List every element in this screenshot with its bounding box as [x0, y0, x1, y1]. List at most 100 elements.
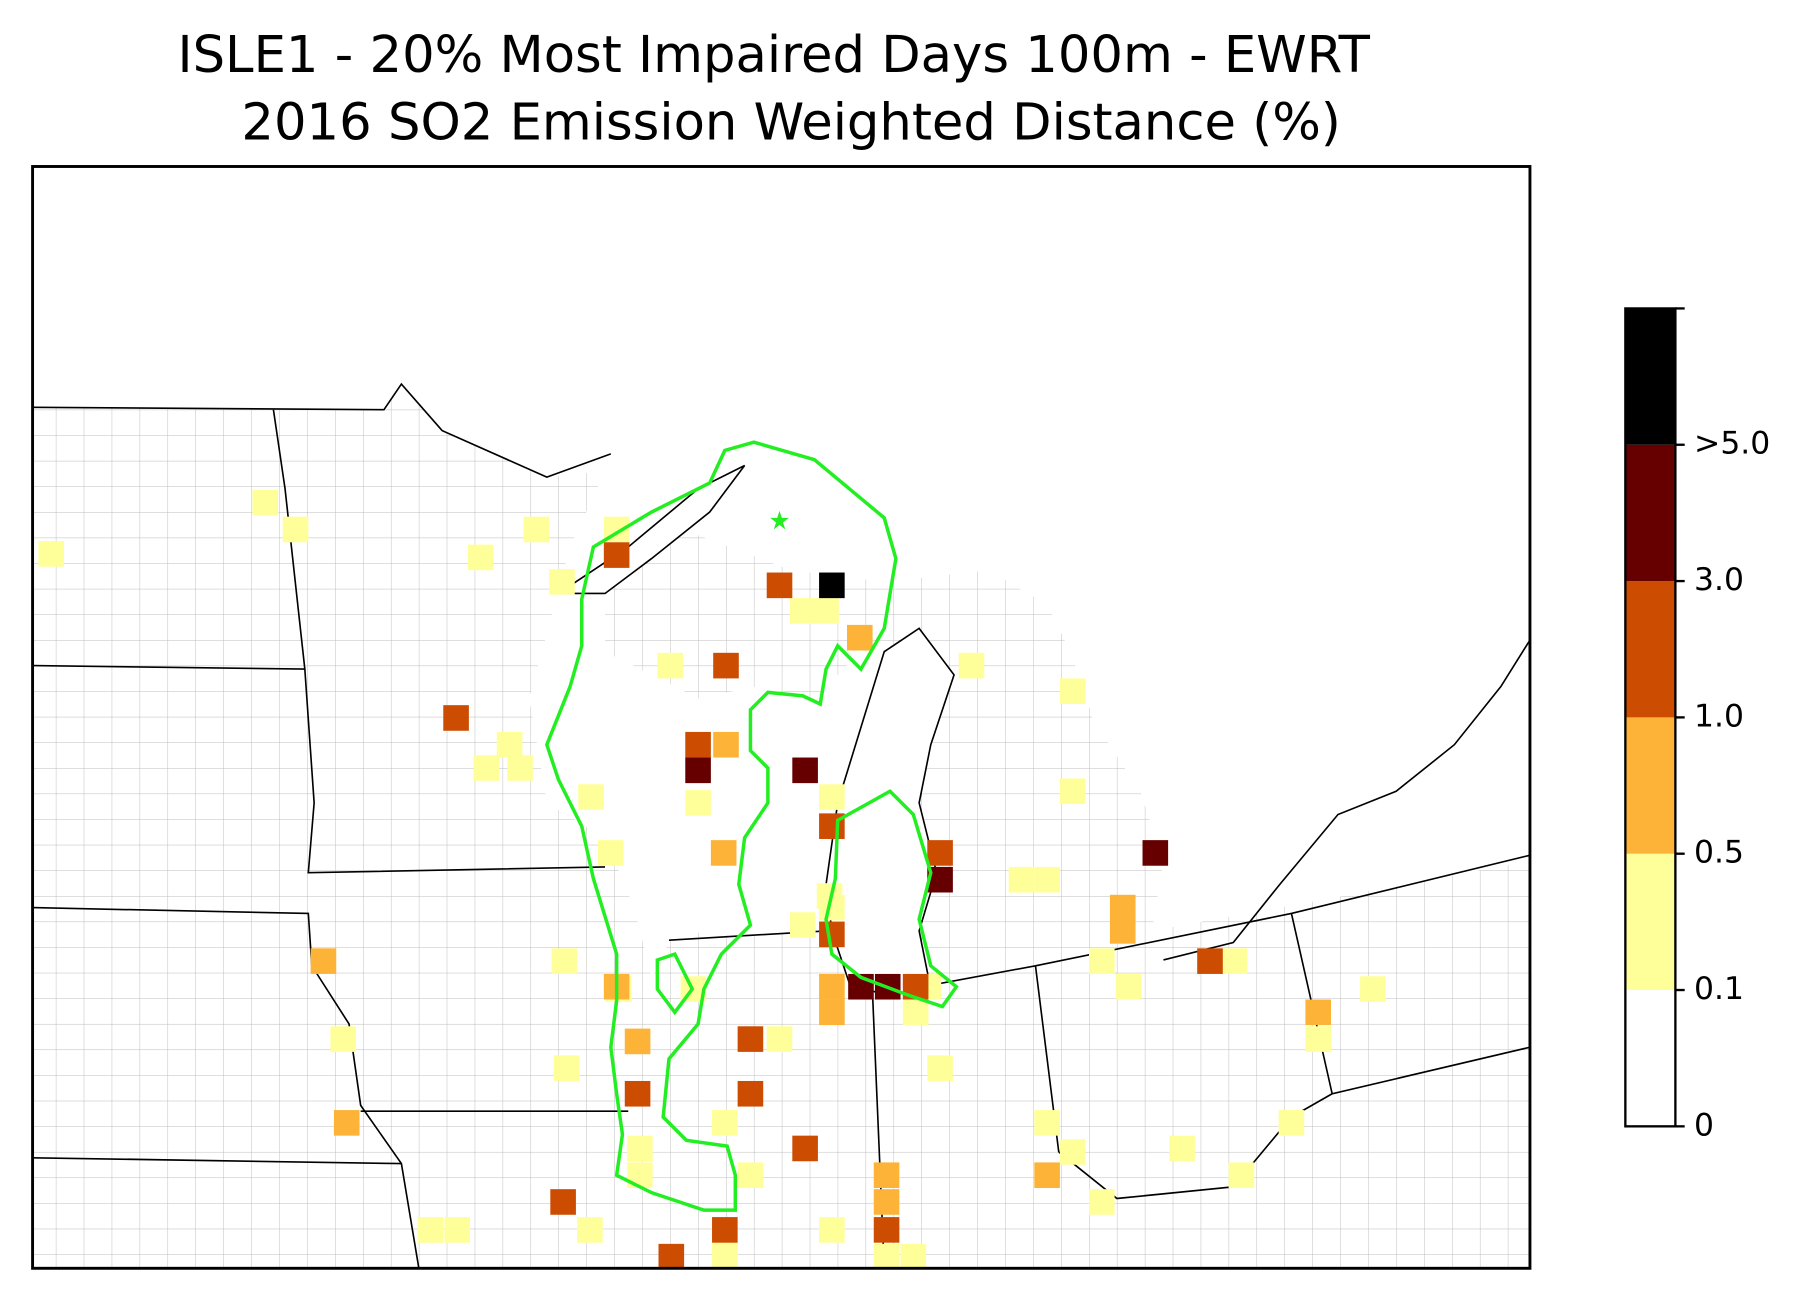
emission-cell: [902, 999, 929, 1026]
emission-cell: [737, 1080, 764, 1107]
emission-cell: [792, 1135, 818, 1162]
emission-cell: [598, 840, 624, 866]
emission-cell: [553, 1055, 580, 1081]
emission-cell: [1109, 894, 1136, 921]
county-grid: [605, 535, 1530, 1269]
emission-cell: [1034, 1110, 1060, 1136]
emission-cell: [624, 1080, 651, 1107]
emission-cell: [1115, 973, 1142, 1000]
emission-cell: [685, 790, 711, 816]
county-grid: [32, 384, 745, 1269]
emission-cell: [657, 652, 683, 679]
emission-cell: [927, 1055, 953, 1081]
colorbar-band: [1625, 717, 1676, 854]
emission-cell: [577, 1217, 603, 1243]
emission-cell: [444, 1217, 471, 1243]
colorbar-tick-label: 0.1: [1694, 971, 1744, 1007]
emission-cell: [1169, 1135, 1195, 1162]
emission-cell: [1197, 948, 1223, 974]
emission-cell: [467, 544, 494, 571]
emission-cell: [1305, 1026, 1331, 1052]
emission-cell: [710, 840, 737, 866]
emission-cell: [789, 912, 816, 938]
colorbar-tick-label: 0.5: [1694, 835, 1744, 871]
map-frame: [31, 165, 1532, 1270]
emission-cell: [900, 1243, 927, 1270]
lake-erie-shore: [1163, 639, 1530, 961]
colorbar-band: [1625, 581, 1676, 718]
emission-cell: [551, 948, 578, 974]
emission-cell: [603, 542, 630, 568]
emission-cell: [873, 1243, 900, 1270]
emission-cell: [712, 1241, 738, 1268]
emission-cell: [685, 757, 711, 784]
emission-cell: [819, 921, 845, 948]
colorbar-band: [1625, 990, 1676, 1127]
emission-cell: [443, 705, 469, 731]
emission-cell: [766, 572, 793, 599]
colorbar-tick-label: 1.0: [1694, 698, 1744, 734]
state-border: [32, 382, 1530, 1269]
colorbar-tick-label: 3.0: [1694, 562, 1744, 598]
emission-cell: [549, 569, 575, 595]
emission-cell: [819, 973, 845, 1000]
colorbar: 0 0.1 0.5 1.0 3.0 >5.0: [1624, 307, 1770, 1143]
emission-cell: [737, 1162, 764, 1189]
basemap: [32, 382, 1530, 1269]
emission-cell: [1059, 1139, 1086, 1165]
site-marker: [770, 510, 789, 530]
emission-cell: [1228, 1162, 1255, 1189]
contour-line: [655, 952, 695, 1016]
emission-cell: [712, 1110, 738, 1136]
colorbar-tick-label: 0: [1694, 1107, 1714, 1143]
emission-cell: [330, 1026, 357, 1052]
emission-cell: [1059, 778, 1086, 805]
emission-cell: [1089, 1189, 1115, 1215]
colorbar-band: [1625, 853, 1676, 991]
emission-cell: [789, 598, 816, 624]
emission-cell: [819, 1217, 845, 1243]
emission-cell: [766, 1026, 793, 1052]
emission-cell: [712, 1217, 738, 1243]
colorbar-band: [1625, 444, 1676, 582]
emission-cell: [310, 948, 337, 974]
emission-cell: [873, 1217, 900, 1243]
emission-cell: [627, 1135, 653, 1162]
emission-cell: [813, 598, 839, 624]
emission-cell: [713, 652, 739, 679]
emission-cell: [624, 1028, 651, 1055]
emission-cell: [473, 755, 500, 781]
emission-cell: [1360, 976, 1386, 1002]
emission-cell: [819, 999, 845, 1026]
emission-cell: [737, 1026, 764, 1052]
emission-cell: [1089, 948, 1115, 974]
emission-cell: [873, 1189, 900, 1215]
emission-cell: [333, 1110, 360, 1136]
emission-cell: [496, 731, 523, 758]
emission-cell: [1034, 1162, 1060, 1189]
contour: [544, 440, 959, 1212]
contour-line: [824, 789, 959, 1009]
emission-cell: [578, 784, 604, 810]
contour-line: [544, 440, 898, 1212]
emission-cell: [1142, 840, 1169, 866]
emission-cell: [38, 541, 64, 567]
title-line: 2016 SO2 Emission Weighted Distance (%): [241, 93, 1340, 153]
title-line: ISLE1 - 20% Most Impaired Days 100m - EW…: [177, 25, 1370, 85]
emission-cell: [819, 784, 845, 810]
emission-cell: [417, 1217, 444, 1243]
colorbar-tick-label: >5.0: [1694, 426, 1770, 462]
emission-cell: [1059, 678, 1086, 705]
emission-cell: [1008, 866, 1035, 893]
emission-cell: [1109, 918, 1136, 944]
emission-cell: [847, 624, 873, 651]
emission-cell: [873, 1162, 900, 1189]
emission-cell: [658, 1243, 685, 1270]
emission-cell: [685, 731, 711, 758]
emission-cell: [523, 516, 550, 543]
emission-cell: [550, 1189, 576, 1215]
emission-cell: [1278, 1110, 1305, 1136]
emission-cell: [1034, 866, 1060, 893]
